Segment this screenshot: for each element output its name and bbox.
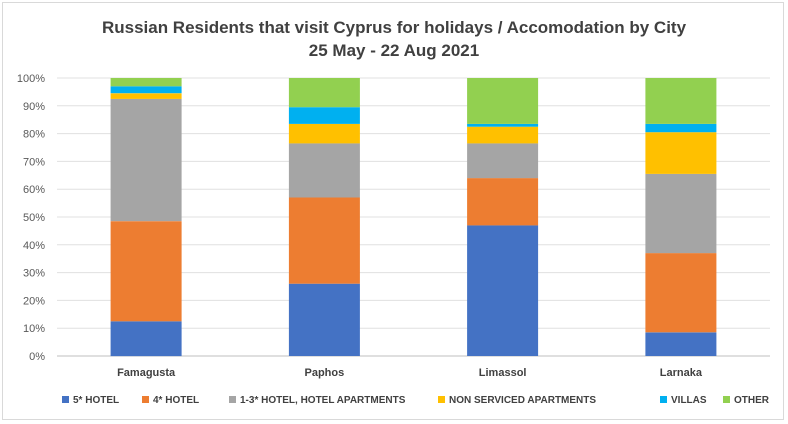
bar-segment bbox=[110, 93, 182, 99]
y-tick-label: 10% bbox=[23, 323, 45, 335]
legend-swatch bbox=[723, 396, 730, 403]
bar-segment bbox=[645, 78, 717, 124]
x-tick-label: Larnaka bbox=[660, 367, 703, 379]
legend-label: 5* HOTEL bbox=[73, 395, 119, 406]
y-tick-label: 100% bbox=[17, 73, 45, 85]
bar-segment bbox=[467, 225, 539, 356]
y-tick-label: 80% bbox=[23, 129, 45, 141]
bars bbox=[110, 78, 717, 357]
chart-subtitle: 25 May - 22 Aug 2021 bbox=[308, 41, 480, 60]
x-tick-label: Paphos bbox=[305, 367, 345, 379]
bar-segment bbox=[288, 283, 360, 356]
bar-segment bbox=[467, 126, 539, 144]
bar-segment bbox=[110, 321, 182, 357]
legend-swatch bbox=[438, 396, 445, 403]
bar-segment bbox=[110, 98, 182, 222]
bar-segment bbox=[288, 78, 360, 108]
bar-segment bbox=[645, 123, 717, 133]
legend-label: OTHER bbox=[734, 395, 770, 406]
y-tick-label: 70% bbox=[23, 156, 45, 168]
chart-title: Russian Residents that visit Cyprus for … bbox=[101, 18, 687, 37]
y-tick-label: 30% bbox=[23, 268, 45, 280]
y-tick-label: 20% bbox=[23, 295, 45, 307]
bar-segment bbox=[110, 78, 182, 87]
legend: 5* HOTEL 4* HOTEL 1-3* HOTEL, HOTEL APARTM… bbox=[62, 395, 770, 406]
bar-segment bbox=[467, 78, 539, 124]
bar-segment bbox=[645, 132, 717, 174]
legend-label: 4* HOTEL bbox=[153, 395, 199, 406]
y-tick-label: 0% bbox=[29, 351, 45, 363]
bar-segment bbox=[288, 123, 360, 144]
bar-segment bbox=[288, 107, 360, 124]
bar-segment bbox=[467, 123, 539, 127]
y-tick-label: 40% bbox=[23, 240, 45, 252]
legend-label: VILLAS bbox=[671, 395, 707, 406]
bar-segment bbox=[467, 143, 539, 179]
bar-segment bbox=[110, 221, 182, 322]
bar-segment bbox=[467, 178, 539, 226]
bar-segment bbox=[288, 143, 360, 198]
bar-segment bbox=[645, 332, 717, 356]
x-axis: Famagusta Paphos Limassol Larnaka bbox=[117, 367, 703, 379]
legend-label: NON SERVICED APARTMENTS bbox=[449, 395, 596, 406]
x-tick-label: Famagusta bbox=[117, 367, 176, 379]
bar-segment bbox=[110, 86, 182, 94]
legend-swatch bbox=[62, 396, 69, 403]
y-axis: 0% 10% 20% 30% 40% 50% 60% 70% 80% 90% 100% bbox=[17, 73, 45, 363]
x-tick-label: Limassol bbox=[479, 367, 527, 379]
y-tick-label: 50% bbox=[23, 212, 45, 224]
bar-segment bbox=[288, 197, 360, 284]
bar-segment bbox=[645, 173, 717, 254]
legend-swatch bbox=[660, 396, 667, 403]
y-tick-label: 90% bbox=[23, 101, 45, 113]
legend-swatch bbox=[142, 396, 149, 403]
y-tick-label: 60% bbox=[23, 184, 45, 196]
bar-segment bbox=[645, 253, 717, 333]
legend-label: 1-3* HOTEL, HOTEL APARTMENTS bbox=[240, 395, 406, 406]
legend-swatch bbox=[229, 396, 236, 403]
